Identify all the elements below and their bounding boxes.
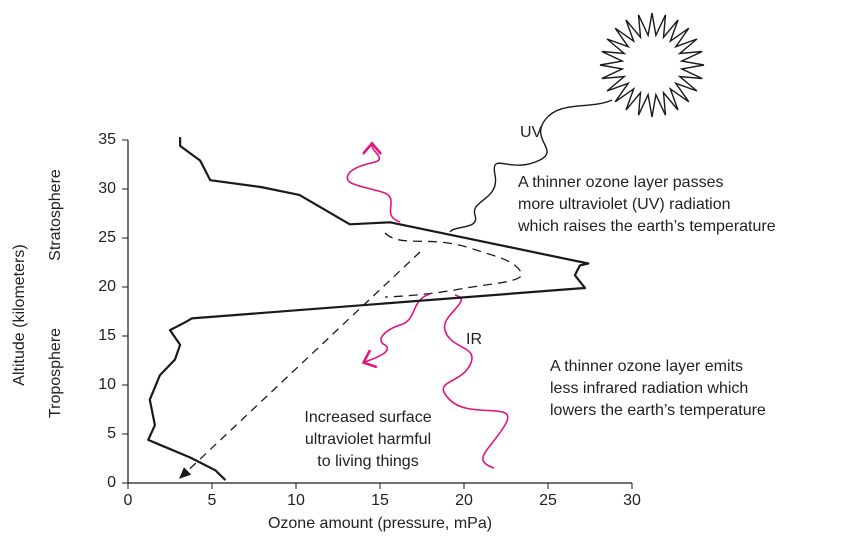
uv-ray — [449, 99, 613, 233]
region-label: Stratosphere — [47, 169, 64, 261]
ir-wave-up — [346, 145, 401, 223]
y-tick-label: 5 — [107, 425, 116, 442]
y-tick-label: 30 — [98, 180, 116, 197]
sun — [599, 12, 705, 118]
y-tick-label: 25 — [98, 229, 116, 246]
x-tick-label: 10 — [287, 492, 305, 509]
ir-label: IR — [466, 331, 482, 348]
surface-annotation: Increased surface — [304, 409, 431, 426]
x-axis-label: Ozone amount (pressure, mPa) — [268, 515, 492, 532]
x-tick-label: 30 — [623, 492, 641, 509]
ir-annotation: A thinner ozone layer emits — [550, 358, 743, 375]
x-tick-label: 25 — [539, 492, 557, 509]
y-tick-label: 0 — [107, 474, 116, 491]
temperature-loop — [384, 232, 523, 298]
ir-wave-down — [442, 294, 509, 469]
ir-wave-left — [365, 293, 431, 362]
x-tick-label: 15 — [371, 492, 389, 509]
y-axis-label: Altitude (kilometers) — [11, 244, 28, 385]
decoration — [179, 12, 705, 479]
x-tick-label: 20 — [455, 492, 473, 509]
surface-annotation: ultraviolet harmful — [305, 431, 431, 448]
uv-annotation: which raises the earth’s temperature — [517, 218, 776, 235]
x-tick-label: 0 — [124, 492, 133, 509]
ir-annotation: lowers the earth’s temperature — [550, 402, 766, 419]
y-tick-label: 15 — [98, 327, 116, 344]
ozone-profile — [147, 137, 590, 481]
ir-annotation: less infrared radiation which — [550, 380, 748, 397]
y-tick-label: 10 — [98, 376, 116, 393]
uv-annotation: more ultraviolet (UV) radiation — [518, 196, 731, 213]
uv-label: UV — [520, 124, 543, 141]
surface-annotation: to living things — [317, 453, 418, 470]
y-tick-label: 35 — [98, 131, 116, 148]
x-tick-label: 5 — [208, 492, 217, 509]
uv-annotation: A thinner ozone layer passes — [518, 174, 723, 191]
region-label: Troposphere — [47, 328, 64, 418]
y-tick-label: 20 — [98, 278, 116, 295]
